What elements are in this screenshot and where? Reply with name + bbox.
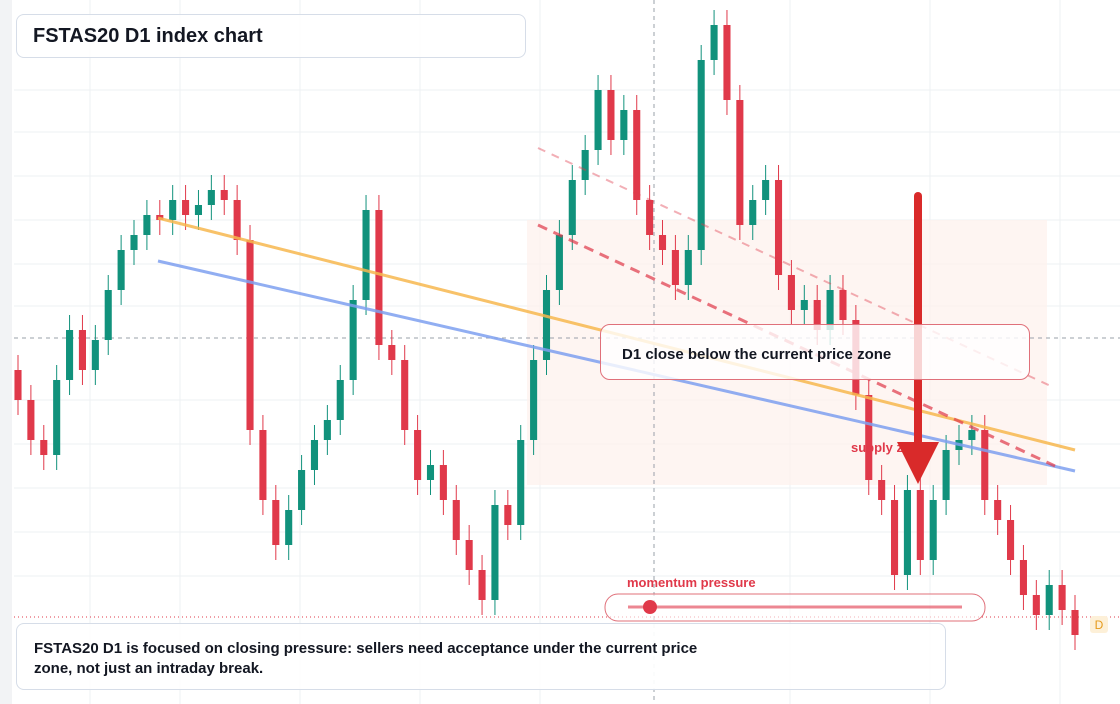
candle-body: [53, 380, 61, 455]
candle-body: [671, 250, 679, 285]
candle-body: [143, 215, 151, 235]
candle-body: [375, 210, 383, 345]
candle-body: [813, 300, 821, 330]
candle-body: [246, 240, 254, 430]
candle-body: [633, 110, 641, 200]
candle-body: [929, 500, 937, 560]
candle-body: [1032, 595, 1040, 615]
candle-body: [336, 380, 344, 420]
candle-body: [452, 500, 460, 540]
candle-body: [504, 505, 512, 525]
chart-title: FSTAS20 D1 index chart: [33, 25, 263, 47]
marker: D: [1095, 618, 1104, 632]
candle-body: [323, 420, 331, 440]
candle-body: [942, 450, 950, 500]
momentum-dot: [643, 600, 657, 614]
candle-body: [968, 430, 976, 440]
candle-body: [91, 340, 99, 370]
candle-body: [439, 465, 447, 500]
note-box: D1 close below the current price zone: [600, 324, 1030, 380]
candle-body: [401, 360, 409, 430]
candle-body: [865, 395, 873, 480]
candle-body: [646, 200, 654, 235]
candle-body: [723, 25, 731, 100]
candle-body: [220, 190, 228, 200]
candle-body: [1071, 610, 1079, 635]
caption-box: FSTAS20 D1 is focused on closing pressur…: [16, 623, 946, 690]
marker-bg: [1090, 616, 1108, 633]
candle-body: [310, 440, 319, 470]
candle-body: [994, 500, 1002, 520]
candle-body: [542, 290, 551, 360]
candle-body: [465, 540, 473, 570]
candle-body: [890, 500, 899, 575]
candle-body: [14, 370, 22, 400]
candle-body: [259, 430, 267, 500]
candle-body: [27, 400, 35, 440]
candle-body: [478, 570, 486, 600]
candle-body: [169, 200, 177, 220]
title-box: FSTAS20 D1 index chart: [16, 14, 526, 58]
candle-body: [66, 330, 74, 380]
candle-body: [710, 25, 718, 60]
candle-body: [1058, 585, 1066, 610]
candle-body: [298, 470, 306, 510]
candle-body: [104, 290, 112, 340]
candle-body: [182, 200, 190, 215]
momentum-label: momentum pressure: [627, 575, 756, 590]
channel-line: [537, 147, 1056, 389]
candle-body: [530, 360, 538, 440]
candle-body: [1019, 560, 1027, 595]
candle-body: [568, 180, 576, 235]
candle-body: [878, 480, 886, 500]
candle-body: [839, 290, 847, 320]
candle-body: [697, 60, 705, 250]
candle-body: [981, 430, 989, 500]
candles: [14, 10, 1079, 650]
caption: FSTAS20 D1 is focused on closing pressur…: [34, 640, 698, 677]
candle-body: [194, 205, 203, 215]
candle-body: [78, 330, 86, 370]
candle-body: [491, 505, 499, 600]
candle-body: [826, 290, 834, 330]
candle-body: [285, 510, 293, 545]
candle-body: [800, 300, 808, 310]
candle-body: [388, 345, 396, 360]
candle-body: [272, 500, 280, 545]
candle-body: [362, 210, 370, 300]
arrow-head: [897, 442, 939, 484]
candle-body: [762, 180, 770, 200]
candle-body: [749, 200, 757, 225]
candle-body: [620, 110, 628, 140]
candle-body: [736, 100, 744, 225]
candle-body: [916, 490, 924, 560]
note: D1 close below the current price zone: [622, 346, 892, 363]
candle-body: [774, 180, 783, 275]
candle-body: [40, 440, 48, 455]
candle-body: [517, 440, 525, 525]
candle-body: [414, 430, 422, 480]
candle-body: [426, 465, 435, 480]
candle-body: [130, 235, 138, 250]
candle-body: [117, 250, 125, 290]
candle-body: [594, 90, 602, 150]
candle-body: [1045, 585, 1053, 615]
candle-body: [233, 200, 241, 240]
left-strip: [0, 0, 12, 704]
candle-body: [1007, 520, 1015, 560]
candle-body: [581, 150, 589, 180]
candle-body: [207, 190, 215, 205]
candle-body: [903, 490, 911, 575]
candle-body: [607, 90, 615, 140]
candle-body: [555, 235, 563, 290]
candle-body: [658, 235, 667, 250]
candle-body: [349, 300, 357, 380]
candle-body: [684, 250, 692, 285]
candle-body: [787, 275, 795, 310]
